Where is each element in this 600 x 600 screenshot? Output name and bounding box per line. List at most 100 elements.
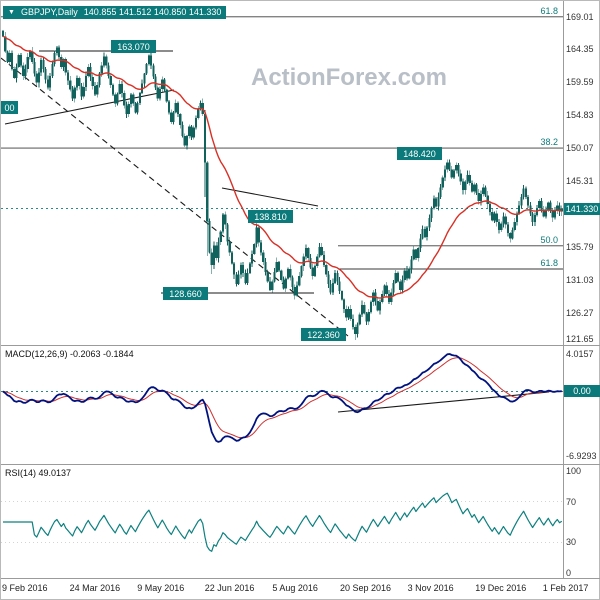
candle [282,280,285,289]
candle [500,223,503,231]
candle [367,311,370,322]
candle [432,198,435,209]
panel-divider[interactable] [1,345,600,346]
candle [277,262,281,271]
candle [311,267,314,276]
moving-average-line[interactable] [2,35,562,299]
price-axis-label: 154.83 [566,110,594,121]
macd-panel[interactable] [1,346,563,464]
price-tag-label: 163.070 [117,42,150,52]
macd-signal-line [2,357,562,439]
candle [206,162,209,222]
rsi-axis-label: 70 [566,496,577,507]
candle [280,270,283,281]
candle [96,84,99,95]
candle [533,215,536,222]
price-tag-box[interactable] [301,328,346,341]
trendline[interactable] [4,89,175,125]
candle [8,52,11,62]
candle [6,51,9,62]
candle [408,269,411,279]
candle [49,75,52,88]
candle [120,84,123,94]
candle [28,51,31,58]
macd-indicator-label: MACD(12,26,9) -0.2063 -0.1844 [5,349,134,359]
candle [19,55,23,66]
candle [540,201,543,210]
candle [558,205,561,212]
candle [42,59,45,69]
candle [298,275,301,286]
candle [461,181,465,190]
candle [102,56,106,66]
symbol-dropdown-icon[interactable]: ▼ [8,9,15,16]
price-tag-box[interactable] [111,40,156,53]
candle [289,269,292,278]
candle [114,94,117,104]
candle [80,86,83,97]
ohlc-values: 140.855 141.512 140.850 141.330 [83,7,222,17]
candle [181,125,184,137]
candle [479,194,483,202]
candle [538,201,541,208]
candle [253,244,256,254]
candle [497,221,500,231]
candle [273,271,276,282]
date-axis-label: 24 Mar 2016 [69,583,121,593]
candle [405,270,408,279]
candle [520,197,523,206]
candle [145,64,148,74]
symbol-label: GBPJPY,Daily [20,7,78,17]
candle [331,282,334,293]
rsi-indicator-label: RSI(14) 49.0137 [5,468,72,478]
price-tag-box[interactable] [163,287,208,300]
panel-divider[interactable] [1,464,600,465]
date-axis-label: 5 Aug 2016 [272,583,318,593]
candle [482,187,485,195]
candle [46,79,49,88]
candle [316,256,319,267]
candle [266,271,269,282]
candle [194,118,198,128]
macd-trendline[interactable] [337,391,550,413]
price-axis-label: 121.65 [566,334,594,344]
candle [361,305,364,315]
price-tag-box[interactable] [248,210,293,223]
candle [53,52,56,64]
candle [491,212,494,221]
candle [304,248,308,257]
candle [69,80,72,90]
candlestick-series [1,29,563,340]
candle [542,209,545,217]
date-axis-label: 9 Feb 2016 [2,583,48,593]
candle [127,104,130,114]
candle [329,284,332,293]
candle [466,174,469,182]
candle [347,309,350,318]
candle [154,76,157,88]
trendline[interactable] [1,57,349,337]
candle [17,55,20,67]
price-tag-box[interactable] [1,101,18,114]
candle [513,221,516,231]
candle [37,72,40,83]
price-tag-box[interactable] [397,147,442,160]
rsi-panel[interactable] [1,465,563,578]
candle [363,305,366,314]
price-axis-label: 159.59 [566,77,594,88]
candle [291,277,294,287]
candle [134,103,137,113]
fib-level-label: 50.0 [540,235,558,245]
candle [457,165,460,174]
candle [136,102,139,113]
main-price-chart[interactable]: ActionForex.com 61.8 38.2 50.0 61.8 163.070 14… [1,1,563,345]
trendline[interactable] [221,187,319,207]
candle [188,126,191,136]
candle [217,242,220,258]
candle [170,112,173,123]
price-axis-label: 150.07 [566,143,594,154]
candle [450,169,453,178]
price-axis-label: 145.31 [566,175,594,186]
candle [453,170,456,178]
candle [356,324,359,335]
